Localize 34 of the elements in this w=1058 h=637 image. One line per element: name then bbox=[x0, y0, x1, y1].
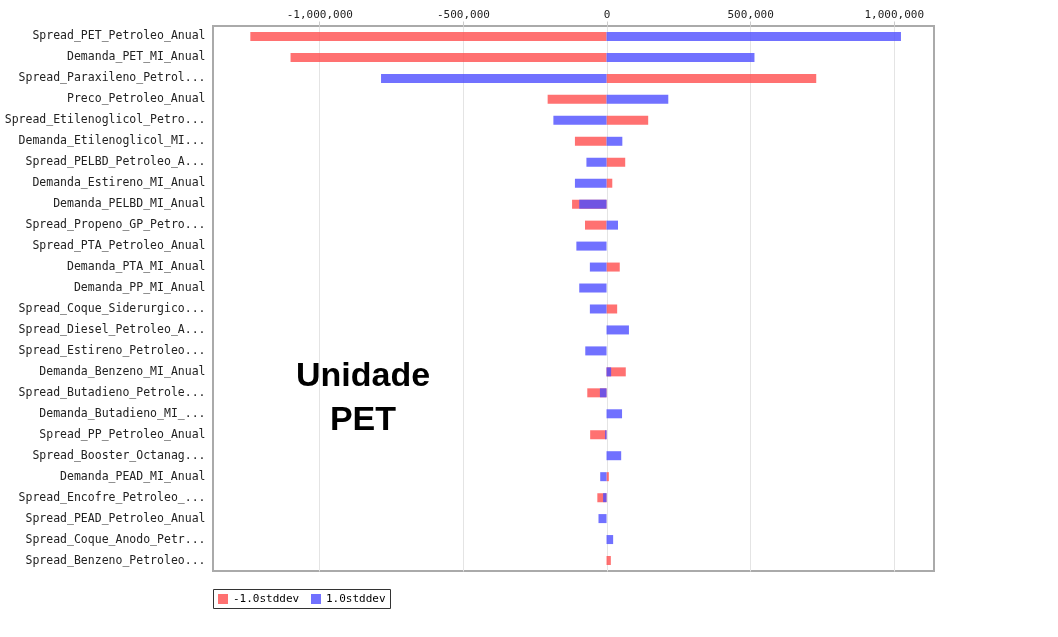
x-tick-label: 1,000,000 bbox=[864, 7, 925, 21]
y-tick-label: Demanda_PELBD_MI_Anual bbox=[53, 196, 206, 211]
y-tick-label: Spread_Coque_Siderurgico... bbox=[18, 300, 206, 315]
y-tick-label: Spread_Benzeno_Petroleo... bbox=[25, 552, 206, 567]
y-tick-label: Preco_Petroleo_Anual bbox=[67, 91, 206, 106]
y-tick-label: Spread_Propeno_GP_Petro... bbox=[25, 217, 206, 232]
y-tick-label: Demanda_Benzeno_MI_Anual bbox=[39, 363, 206, 378]
y-tick-label: Spread_PTA_Petroleo_Anual bbox=[32, 238, 206, 253]
x-tick-label: -500,000 bbox=[436, 7, 490, 21]
y-tick-label: Spread_Coque_Anodo_Petr... bbox=[25, 531, 206, 546]
y-tick-label: Demanda_Estireno_MI_Anual bbox=[32, 175, 206, 190]
y-tick-label: Spread_PELBD_Petroleo_A... bbox=[25, 154, 206, 169]
y-tick-label: Spread_PEAD_Petroleo_Anual bbox=[25, 510, 206, 525]
y-tick-label: Demanda_PEAD_MI_Anual bbox=[60, 468, 206, 483]
y-tick-label: Spread_PET_Petroleo_Anual bbox=[32, 28, 206, 43]
y-tick-label: Spread_Etilenoglicol_Petro... bbox=[4, 112, 206, 127]
y-tick-label: Demanda_PP_MI_Anual bbox=[73, 280, 206, 295]
y-tick-label: Demanda_PTA_MI_Anual bbox=[67, 259, 206, 274]
y-tick-label: Demanda_Butadieno_MI_... bbox=[39, 405, 206, 420]
y-tick-label: Spread_Encofre_Petroleo_... bbox=[18, 489, 206, 504]
legend-label: 1.0stddev bbox=[326, 592, 386, 605]
y-tick-label: Demanda_Etilenoglicol_MI... bbox=[18, 133, 206, 148]
y-tick-label: Spread_Butadieno_Petrole... bbox=[18, 384, 206, 399]
y-tick-label: Spread_Estireno_Petroleo... bbox=[18, 342, 206, 357]
legend-label: -1.0stddev bbox=[233, 592, 300, 605]
annotation: Unidade PET bbox=[295, 355, 431, 437]
y-tick-label: Spread_PP_Petroleo_Anual bbox=[39, 426, 206, 441]
y-tick-label: Spread_Booster_Octanag... bbox=[32, 447, 206, 462]
x-tick-label: 0 bbox=[603, 7, 611, 21]
x-tick-label: -1,000,000 bbox=[286, 7, 353, 21]
y-tick-label: Demanda_PET_MI_Anual bbox=[67, 49, 206, 64]
y-tick-label: Spread_Diesel_Petroleo_A... bbox=[18, 321, 206, 336]
x-tick-label: 500,000 bbox=[727, 7, 774, 21]
y-tick-label: Spread_Paraxileno_Petrol... bbox=[18, 70, 206, 85]
